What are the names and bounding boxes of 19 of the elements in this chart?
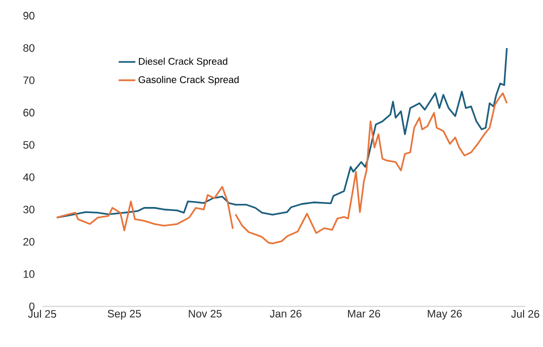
x-tick-label: May 26: [428, 310, 462, 320]
x-tick-label: Jul 25: [28, 310, 56, 318]
x-tick-label: Mar 26: [348, 310, 380, 318]
y-tick-label: 30: [23, 206, 34, 214]
y-tick-label: 20: [23, 238, 34, 246]
legend-label: Gasoline Crack Spread: [138, 76, 239, 86]
y-tick-label: 60: [23, 108, 34, 117]
legend-label: Diesel Crack Spread: [138, 58, 228, 67]
y-tick-label: 80: [23, 44, 34, 52]
y-tick-label: 50: [23, 141, 34, 149]
x-tick-label: Jul 26: [511, 310, 540, 318]
y-tick-label: 0: [29, 302, 34, 310]
y-tick-label: 10: [24, 270, 34, 278]
y-tick-label: 70: [23, 76, 34, 84]
x-tick-label: Sep 25: [108, 310, 141, 320]
x-tick-label: Jan 26: [270, 310, 302, 318]
y-tick-label: 90: [23, 12, 34, 20]
y-tick-label: 40: [23, 174, 34, 182]
x-tick-label: Nov 25: [188, 310, 222, 318]
